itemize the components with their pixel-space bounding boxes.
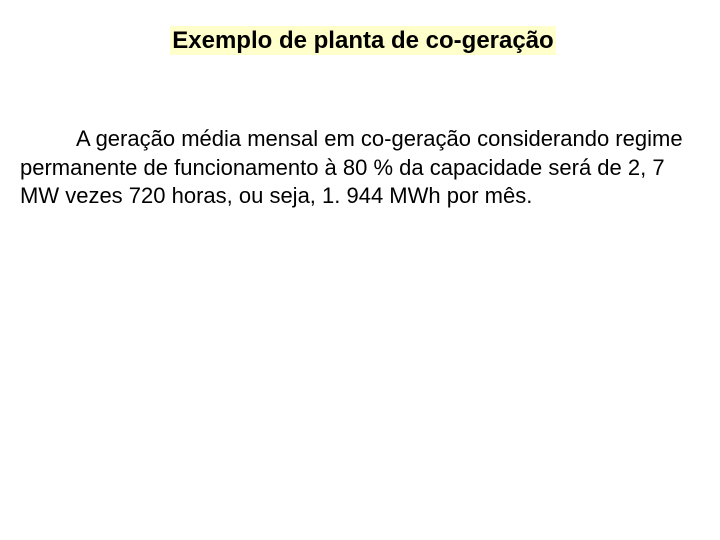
body-paragraph: A geração média mensal em co-geração con… bbox=[20, 125, 700, 211]
slide: Exemplo de planta de co-geração A geraçã… bbox=[0, 0, 720, 540]
title-container: Exemplo de planta de co-geração bbox=[118, 26, 608, 56]
slide-title: Exemplo de planta de co-geração bbox=[170, 26, 555, 55]
body-container: A geração média mensal em co-geração con… bbox=[20, 125, 700, 211]
